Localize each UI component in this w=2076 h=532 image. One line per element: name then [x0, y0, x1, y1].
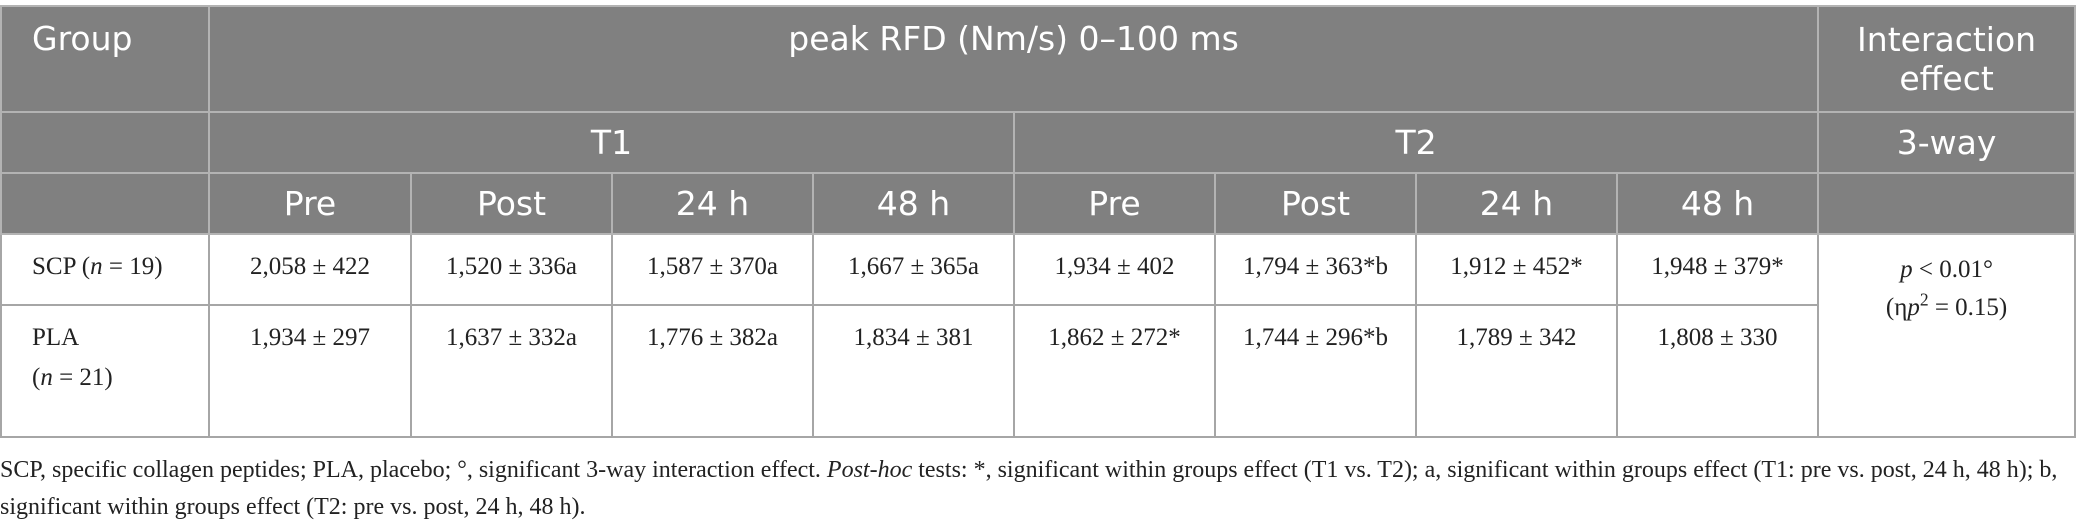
- header-cell: Pre: [1013, 172, 1216, 235]
- text-segment: (η: [1885, 294, 1908, 321]
- header-cell: 24 h: [611, 172, 814, 235]
- footnote: SCP, specific collagen peptides; PLA, pl…: [0, 452, 2060, 526]
- header-cell: Pre: [208, 172, 412, 235]
- value-cell: 1,862 ± 272*: [1013, 304, 1216, 438]
- value-cell: 1,834 ± 381: [812, 304, 1015, 438]
- header-cell: 3-way: [1817, 111, 2076, 174]
- text-segment: = 19): [102, 253, 163, 280]
- header-cell: peak RFD (Nm/s) 0–100 ms: [207, 5, 1820, 113]
- header-cell: 48 h: [1615, 172, 1820, 235]
- value-cell: 1,934 ± 297: [208, 304, 412, 438]
- header-cell: [0, 172, 210, 235]
- header-cell: T1: [208, 111, 1015, 174]
- text-segment: tests: *, significant within groups effe…: [0, 457, 2058, 520]
- text-segment: Post-hoc: [826, 457, 913, 483]
- table-row: PLA (n = 21) 1,934 ± 297 1,637 ± 332a 1,776 …: [0, 304, 2075, 438]
- value-cell: 1,912 ± 452*: [1415, 233, 1618, 306]
- value-cell: 1,794 ± 363*b: [1214, 233, 1417, 306]
- text-segment: SCP, specific collagen peptides; PLA, pl…: [0, 457, 827, 483]
- table-body: SCP (n = 19) 2,058 ± 422 1,520 ± 336a 1,587…: [0, 233, 2076, 438]
- text-segment: = 21): [52, 364, 113, 391]
- value-cell: 1,637 ± 332a: [410, 304, 613, 438]
- value-cell: 1,789 ± 342: [1415, 304, 1618, 438]
- text-segment: p: [1907, 294, 1920, 321]
- value-cell: 1,744 ± 296*b: [1214, 304, 1417, 438]
- value-cell: 2,058 ± 422: [208, 233, 412, 306]
- header-cell: Post: [1214, 172, 1417, 235]
- header-cell: Group: [0, 5, 210, 113]
- group-cell: SCP (n = 19): [0, 233, 210, 306]
- text-segment: SCP (: [32, 253, 91, 280]
- group-cell: PLA (n = 21): [0, 304, 210, 438]
- value-cell: 1,520 ± 336a: [410, 233, 613, 306]
- value-cell: 1,667 ± 365a: [812, 233, 1015, 306]
- text-segment: n: [40, 364, 53, 391]
- header-cell: [0, 111, 210, 174]
- header-cell: T2: [1012, 111, 1820, 174]
- value-cell: 1,948 ± 379*: [1615, 233, 1820, 306]
- text-segment: (: [32, 364, 41, 391]
- text-segment: n: [90, 253, 103, 280]
- text-segment: = 0.15): [1928, 294, 2008, 321]
- text-segment: p: [1900, 256, 1913, 283]
- value-cell: 1,776 ± 382a: [611, 304, 814, 438]
- value-cell: 1,934 ± 402: [1013, 233, 1216, 306]
- interaction-cell: p < 0.01° (ηp2 = 0.15): [1817, 233, 2076, 438]
- header-cell: 24 h: [1415, 172, 1618, 235]
- header-cell: [1817, 172, 2076, 235]
- text-segment: PLA: [32, 324, 80, 351]
- value-cell: 1,587 ± 370a: [611, 233, 814, 306]
- text-segment: < 0.01°: [1912, 256, 1993, 283]
- table-row: SCP (n = 19) 2,058 ± 422 1,520 ± 336a 1,587…: [0, 233, 2076, 438]
- table-header: Group peak RFD (Nm/s) 0–100 ms Interacti…: [0, 5, 2076, 235]
- header-cell: 48 h: [812, 172, 1015, 235]
- header-cell: Interaction effect: [1817, 5, 2076, 113]
- header-cell: Post: [410, 172, 613, 235]
- data-table: Group peak RFD (Nm/s) 0–100 ms Interacti…: [0, 5, 2076, 438]
- text-segment: 2: [1919, 289, 1929, 310]
- value-cell: 1,808 ± 330: [1615, 304, 1820, 438]
